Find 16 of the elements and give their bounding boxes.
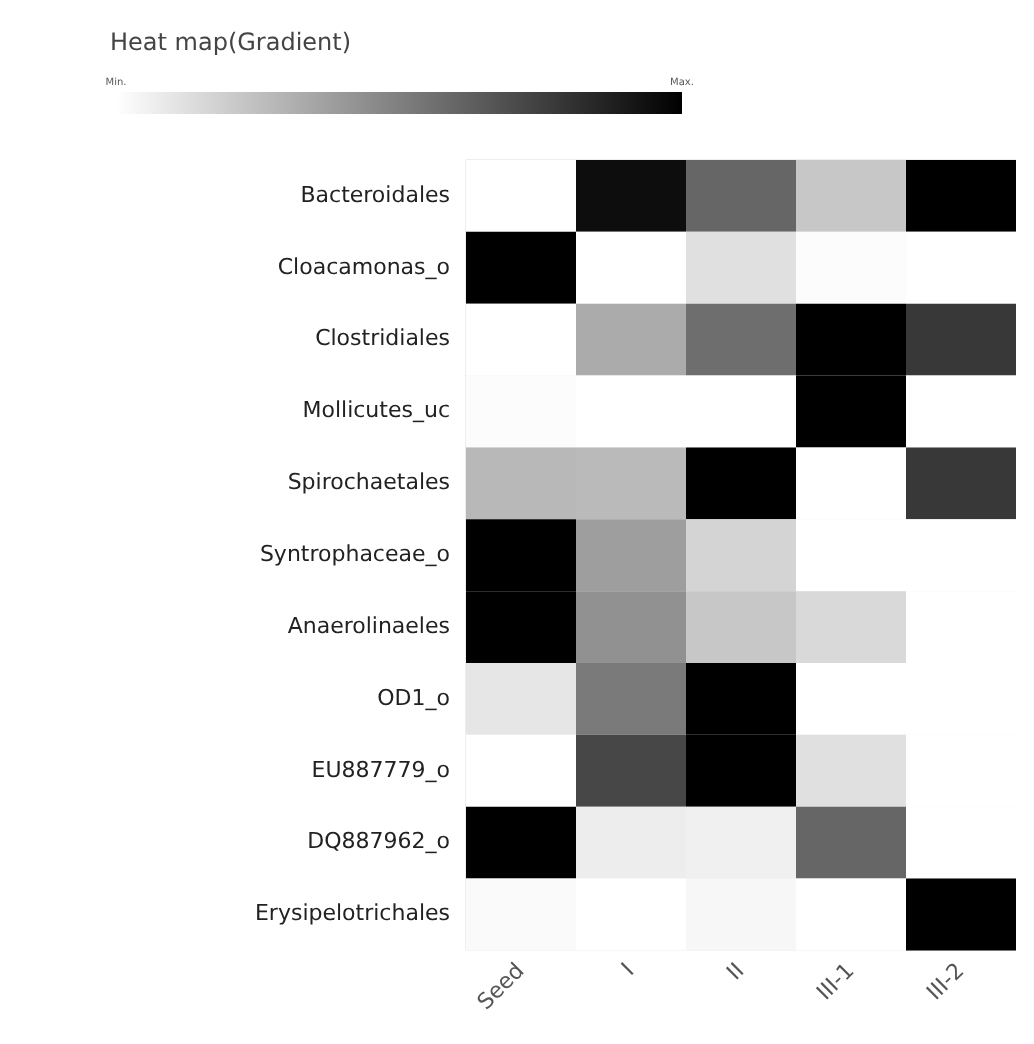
y-tick-label: Clostridiales xyxy=(315,325,451,352)
y-tick-label: Bacteroidales xyxy=(300,181,451,208)
x-tick-label: III-1 xyxy=(811,957,860,1006)
y-tick-label: Anaerolinaeles xyxy=(287,612,451,639)
x-tick-label: II xyxy=(721,957,750,986)
x-tick-label: I xyxy=(616,957,640,981)
y-tick-label: Mollicutes_uc xyxy=(302,397,450,424)
y-tick-label: Spirochaetales xyxy=(287,469,451,496)
y-tick-label: Syntrophaceae_o xyxy=(259,540,451,567)
y-tick-label: DQ887962_o xyxy=(307,828,451,855)
y-tick-label: OD1_o xyxy=(377,684,451,711)
y-tick-label: EU887779_o xyxy=(311,756,451,783)
y-tick-label: Erysipelotrichales xyxy=(254,900,451,927)
y-tick-label: Cloacamonas_o xyxy=(277,253,451,280)
x-tick-label: III-2 xyxy=(921,957,970,1006)
text: Heat map(Gradient) xyxy=(110,28,352,57)
